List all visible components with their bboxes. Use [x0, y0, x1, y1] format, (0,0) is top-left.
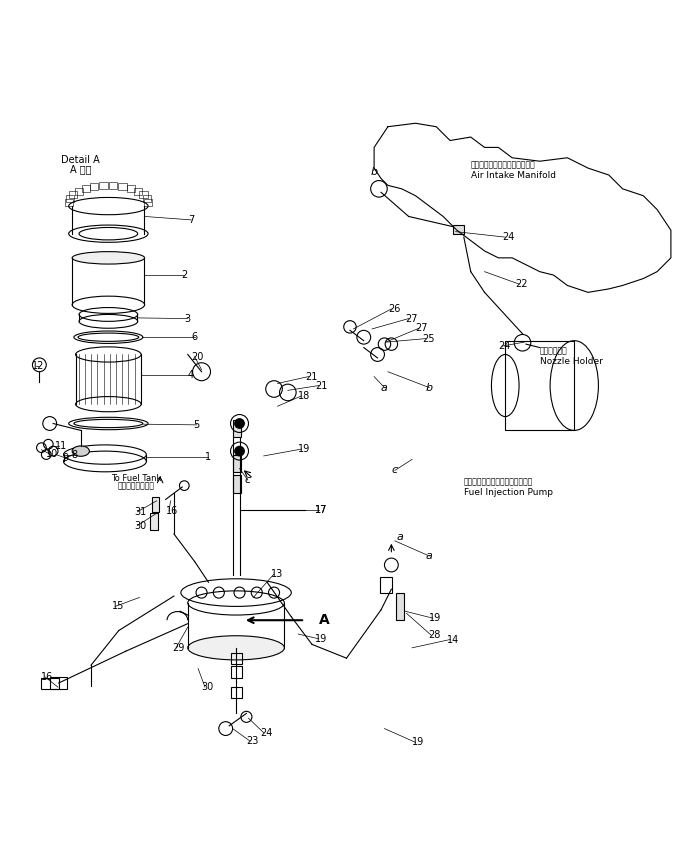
Bar	[42, 678, 59, 689]
Text: 19: 19	[430, 613, 441, 623]
Text: 1: 1	[205, 451, 211, 462]
Text: 23: 23	[247, 736, 258, 746]
Text: A 詳細: A 詳細	[70, 164, 91, 174]
Text: 25: 25	[423, 334, 435, 344]
Text: 7: 7	[188, 215, 194, 225]
Text: 29: 29	[173, 643, 185, 653]
Text: 22: 22	[516, 279, 528, 289]
Text: 2: 2	[181, 270, 187, 280]
Circle shape	[235, 418, 245, 429]
Bar	[90, 183, 98, 190]
Bar	[127, 185, 135, 192]
Text: A: A	[319, 613, 330, 628]
Text: 18: 18	[298, 391, 310, 401]
Text: エアーインテークマニホールド: エアーインテークマニホールド	[471, 160, 536, 169]
Text: 24: 24	[261, 728, 272, 738]
Text: 5: 5	[193, 420, 200, 430]
Text: 19: 19	[298, 444, 310, 454]
Text: 17: 17	[315, 505, 328, 515]
Text: 20: 20	[191, 352, 204, 362]
Text: 31: 31	[134, 507, 146, 517]
Text: Fuel Injection Pump: Fuel Injection Pump	[464, 488, 553, 497]
Bar	[396, 593, 405, 620]
Text: a: a	[381, 383, 388, 393]
Text: 21: 21	[315, 380, 328, 390]
Bar	[82, 185, 90, 192]
Text: Nozzle Holder: Nozzle Holder	[540, 357, 603, 366]
Bar	[231, 667, 242, 678]
Text: 15: 15	[112, 601, 124, 612]
Text: フュエルタンクへ: フュエルタンクへ	[118, 481, 155, 490]
Text: 19: 19	[412, 738, 424, 747]
Text: 19: 19	[315, 634, 328, 644]
Text: 30: 30	[202, 682, 214, 692]
Bar	[143, 195, 151, 202]
Text: 10: 10	[46, 449, 58, 459]
Text: 24: 24	[498, 341, 511, 352]
Text: c: c	[392, 466, 398, 475]
Ellipse shape	[72, 446, 89, 457]
Text: 27: 27	[416, 324, 428, 333]
Text: 6: 6	[191, 332, 198, 342]
Text: Air Intake Manifold: Air Intake Manifold	[471, 170, 556, 180]
Text: 24: 24	[502, 232, 514, 242]
Bar	[139, 191, 148, 198]
Text: 21: 21	[305, 372, 317, 381]
Bar	[231, 687, 242, 698]
Bar	[150, 513, 158, 530]
Bar	[75, 188, 82, 195]
Bar	[505, 340, 574, 430]
Text: 27: 27	[405, 313, 418, 324]
Text: 8: 8	[72, 450, 78, 460]
Bar	[66, 195, 74, 202]
Text: 11: 11	[55, 440, 67, 451]
Bar	[233, 420, 241, 437]
Bar	[100, 182, 107, 189]
Bar	[69, 191, 78, 198]
Text: ノズルホルダ: ノズルホルダ	[540, 346, 568, 356]
Text: 4: 4	[188, 370, 194, 380]
Bar	[64, 199, 73, 206]
Text: b: b	[371, 167, 378, 176]
Text: 16: 16	[166, 507, 178, 516]
Text: To Fuel Tank: To Fuel Tank	[111, 474, 161, 484]
Bar	[134, 188, 142, 195]
Text: b: b	[426, 383, 433, 393]
Text: c: c	[245, 475, 250, 485]
Text: Detail A: Detail A	[62, 155, 100, 165]
Text: 12: 12	[33, 361, 45, 371]
Text: 28: 28	[428, 630, 440, 640]
Bar	[144, 199, 152, 206]
Bar	[50, 677, 67, 689]
Bar	[380, 578, 392, 593]
Text: a: a	[396, 533, 403, 542]
Text: 17: 17	[315, 505, 328, 515]
Bar	[109, 182, 117, 189]
Text: 13: 13	[270, 569, 283, 579]
Bar	[233, 455, 241, 472]
Text: 26: 26	[388, 304, 401, 314]
Bar	[233, 475, 241, 492]
Bar	[152, 496, 159, 512]
Text: フュエルインジェクションポンプ: フュエルインジェクションポンプ	[464, 478, 533, 487]
Text: 16: 16	[42, 672, 53, 682]
Text: 3: 3	[184, 313, 191, 324]
Text: a: a	[426, 551, 432, 561]
Bar	[119, 183, 127, 190]
Bar	[453, 225, 464, 234]
Bar	[231, 653, 242, 664]
Text: 14: 14	[446, 634, 459, 645]
Ellipse shape	[72, 252, 145, 264]
Text: 9: 9	[62, 453, 68, 463]
Ellipse shape	[188, 636, 284, 660]
Text: 30: 30	[134, 521, 146, 531]
Circle shape	[235, 446, 245, 456]
